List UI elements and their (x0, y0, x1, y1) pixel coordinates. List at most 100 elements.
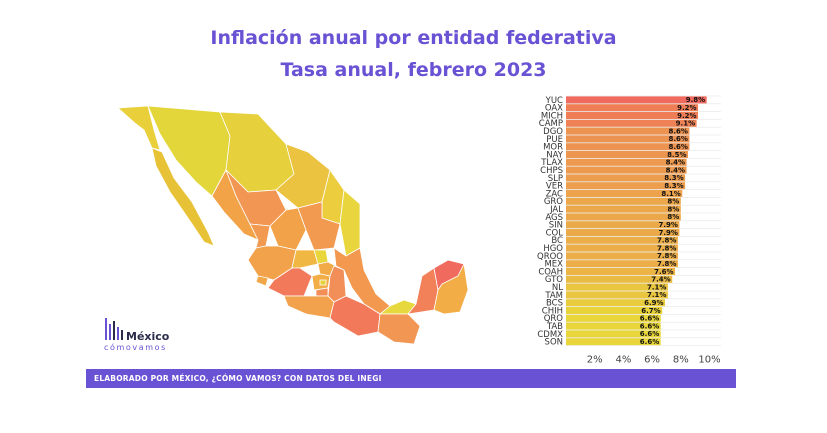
bar-sin (566, 221, 680, 229)
bar-bcs (566, 299, 666, 307)
category-label: TLAX (540, 158, 563, 168)
category-label: COL (546, 228, 564, 238)
data-label: 7.9% (658, 229, 677, 237)
mexico-como-vamos-logo: México cómovamos (104, 314, 184, 354)
bar-qro (566, 314, 661, 322)
category-label: BC (551, 236, 563, 246)
bar-slp (566, 174, 686, 182)
data-label: 8% (667, 213, 679, 221)
category-label: OAX (545, 104, 563, 114)
category-label: CHIH (542, 306, 563, 316)
category-label: TAB (546, 322, 563, 332)
x-tick-label: 2% (587, 355, 603, 366)
data-label: 7.8% (657, 237, 676, 245)
bar-nay (566, 151, 688, 158)
map-state-chps (377, 313, 421, 345)
data-label: 8.4% (666, 159, 685, 167)
data-label: 6.7% (641, 307, 660, 315)
data-label: 8% (667, 198, 679, 206)
bar-tab (566, 322, 661, 330)
data-label: 8.6% (669, 143, 688, 151)
bar-bc (566, 236, 678, 244)
data-label: 7.4% (651, 276, 670, 284)
bar-mor (566, 143, 690, 151)
bar-nl (566, 283, 668, 291)
category-label: VER (546, 182, 563, 192)
category-label: GTO (545, 275, 563, 285)
category-label: SON (545, 338, 563, 348)
data-label: 8.3% (664, 182, 683, 190)
map-state-gto (291, 249, 319, 269)
category-label: MOR (543, 143, 563, 153)
category-label: JAL (549, 205, 563, 215)
bar-ags (566, 213, 681, 221)
bar-jal (566, 205, 681, 213)
mexico-choropleth-map (117, 105, 468, 345)
data-label: 6.6% (640, 322, 659, 330)
map-state-cdmx (319, 279, 327, 286)
x-tick-label: 6% (644, 355, 660, 366)
data-label: 6.6% (640, 315, 659, 323)
category-label: MEX (544, 260, 563, 270)
data-label: 7.6% (654, 268, 673, 276)
category-label: TAM (544, 291, 563, 301)
category-label: NAY (546, 150, 564, 160)
category-label: AGS (545, 213, 563, 223)
bar-qroo (566, 252, 678, 260)
category-label: NL (552, 283, 563, 293)
data-label: 7.8% (657, 244, 676, 252)
category-label: MICH (541, 111, 563, 121)
data-label: 8.1% (661, 190, 680, 198)
category-label: CHPS (540, 166, 563, 176)
bar-chps (566, 166, 687, 174)
data-label: 8.3% (664, 174, 683, 182)
data-label: 8.6% (669, 135, 688, 143)
bar-yuc (566, 96, 707, 104)
data-label: 7.1% (647, 283, 666, 291)
data-label: 9.2% (677, 112, 696, 120)
category-label: CAMP (539, 119, 563, 129)
map-state-gro (283, 295, 335, 319)
bar-ver (566, 182, 686, 190)
bar-cdmx (566, 330, 661, 338)
category-label: COAH (538, 267, 563, 277)
map-state-mich (267, 267, 313, 297)
bar-son (566, 338, 661, 346)
bar-dgo (566, 127, 690, 135)
category-label: GRO (544, 197, 563, 207)
category-label: QRO (544, 314, 564, 324)
bar-zac (566, 190, 683, 197)
state-inflation-bar-chart: YUC 9.8% OAX 9.2% MICH 9.2% CAMP 9.1% DGO 8.6% PUE… (537, 95, 721, 366)
category-label: ZAC (546, 189, 563, 199)
data-label: 7.9% (658, 221, 677, 229)
data-label: 7.8% (657, 260, 676, 268)
map-state-slp (297, 201, 341, 251)
bar-tlax (566, 158, 687, 166)
x-tick-label: 8% (673, 355, 689, 366)
logo-text-main: México (126, 330, 170, 343)
bar-gto (566, 275, 673, 283)
map-state-qroo (433, 262, 468, 315)
data-label: 8.5% (667, 151, 686, 159)
chart-subtitle: Tasa anual, febrero 2023 (280, 59, 547, 81)
logo-text-sub: cómovamos (104, 343, 167, 352)
bar-tam (566, 291, 668, 299)
category-label: HGO (543, 244, 563, 254)
logo-bars-icon (105, 318, 123, 340)
data-label: 6.9% (644, 299, 663, 307)
map-state-bcs (151, 147, 215, 247)
data-label: 6.6% (640, 330, 659, 338)
chart-title: Inflación anual por entidad federativa (210, 27, 617, 49)
map-state-col (255, 275, 269, 287)
map-state-tam (339, 189, 361, 257)
category-label: BCS (546, 299, 563, 309)
data-label: 8.4% (666, 166, 685, 174)
category-label: YUC (545, 96, 563, 106)
data-label: 8.6% (669, 127, 688, 135)
data-label: 8% (667, 205, 679, 213)
category-label: SLP (548, 174, 563, 184)
bar-oax (566, 104, 699, 112)
bar-hgo (566, 244, 678, 252)
x-tick-label: 10% (698, 355, 720, 366)
data-label: 6.6% (640, 338, 659, 346)
